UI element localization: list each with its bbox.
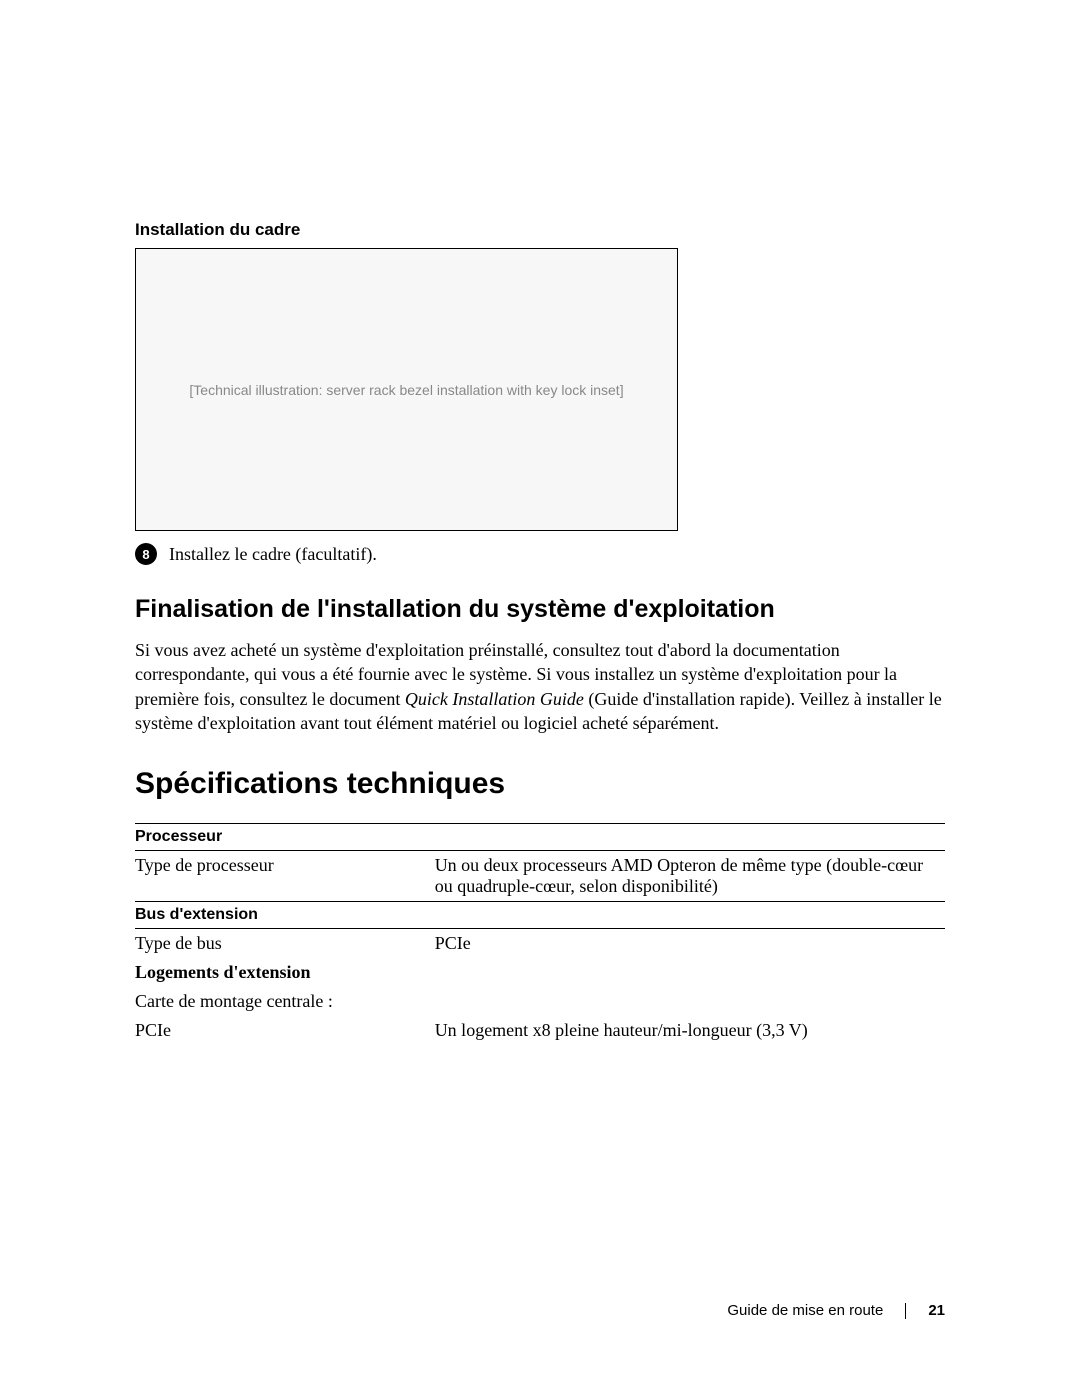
spec-bus-type-label: Type de bus <box>135 929 435 959</box>
spec-riser-label: Carte de montage centrale : <box>135 987 945 1016</box>
section-heading-specifications: Spécifications techniques <box>135 767 945 801</box>
spec-row-processor-type: Type de processeur Un ou deux processeur… <box>135 851 945 902</box>
page-footer: Guide de mise en route 21 <box>727 1302 945 1319</box>
spec-table: Processeur Type de processeur Un ou deux… <box>135 823 945 1045</box>
step-number-bullet: 8 <box>135 543 157 565</box>
figure-caption: Installation du cadre <box>135 220 945 240</box>
step-text: Installez le cadre (facultatif). <box>169 544 377 565</box>
spec-header-bus-label: Bus d'extension <box>135 902 945 929</box>
section-heading-finalisation: Finalisation de l'installation du systèm… <box>135 595 945 624</box>
footer-divider <box>905 1303 906 1319</box>
figure-placeholder-text: [Technical illustration: server rack bez… <box>179 372 633 408</box>
footer-title: Guide de mise en route <box>727 1302 883 1319</box>
spec-header-processor: Processeur <box>135 824 945 851</box>
spec-processor-type-label: Type de processeur <box>135 851 435 902</box>
section1-paragraph: Si vous avez acheté un système d'exploit… <box>135 638 945 735</box>
spec-subhead-slots: Logements d'extension <box>135 958 945 987</box>
footer-page-number: 21 <box>928 1302 945 1319</box>
spec-row-bus-type: Type de bus PCIe <box>135 929 945 959</box>
spec-pcie-value: Un logement x8 pleine hauteur/mi-longueu… <box>435 1016 945 1045</box>
figure-illustration: [Technical illustration: server rack bez… <box>135 248 678 531</box>
step-8: 8 Installez le cadre (facultatif). <box>135 543 945 565</box>
spec-row-riser: Carte de montage centrale : <box>135 987 945 1016</box>
spec-bus-type-value: PCIe <box>435 929 945 959</box>
spec-processor-type-value: Un ou deux processeurs AMD Opteron de mê… <box>435 851 945 902</box>
spec-header-bus: Bus d'extension <box>135 902 945 929</box>
spec-header-processor-label: Processeur <box>135 824 945 851</box>
para-italic: Quick Installation Guide <box>405 689 584 709</box>
spec-pcie-label: PCIe <box>135 1016 435 1045</box>
spec-row-subhead-slots: Logements d'extension <box>135 958 945 987</box>
spec-row-pcie-slot: PCIe Un logement x8 pleine hauteur/mi-lo… <box>135 1016 945 1045</box>
